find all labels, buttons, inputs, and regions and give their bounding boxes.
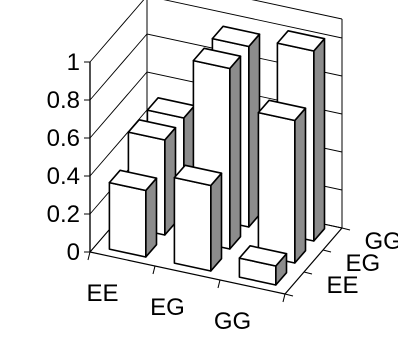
gridline — [89, 0, 343, 63]
z-tick-label: 0 — [67, 239, 80, 266]
bar-side-face — [210, 172, 223, 272]
bar-top-face — [192, 47, 242, 70]
bar-front-face — [173, 176, 212, 272]
bar-top-face — [108, 169, 158, 192]
x-tick-mark — [87, 251, 91, 261]
bar-top-face — [127, 119, 177, 141]
z-tick-label: 0.2 — [47, 201, 80, 228]
bar-top-face — [173, 164, 223, 187]
bar-front-face — [257, 111, 296, 264]
depth-tick-mark — [322, 249, 332, 253]
chart-bars — [108, 25, 326, 286]
bar-top-face — [276, 29, 326, 52]
bar-gg-ee — [238, 245, 288, 286]
depth-category-label: GG — [365, 228, 398, 255]
depth-category-label: EE — [327, 272, 359, 299]
x-tick-mark — [217, 279, 221, 289]
bar-side-face — [145, 177, 158, 258]
bar-side-face — [229, 55, 242, 250]
x-tick-mark — [282, 293, 286, 303]
z-tick-label: 1 — [67, 49, 80, 76]
bar-front-face — [108, 181, 147, 258]
bar-top-face — [238, 245, 288, 267]
depth-category-label: EG — [346, 250, 381, 277]
x-category-label: EG — [150, 294, 185, 321]
z-tick-label: 0.4 — [47, 163, 80, 190]
bar-top-face — [257, 99, 307, 122]
z-tick-label: 0.8 — [47, 87, 80, 114]
bar-top-face — [211, 25, 261, 48]
back-top-edge — [251, 0, 343, 20]
x-category-label: EE — [86, 280, 118, 307]
depth-tick-mark — [303, 271, 313, 275]
z-tick-label: 0.6 — [47, 125, 80, 152]
bar-side-face — [312, 37, 326, 242]
bar-gg-eg — [257, 99, 307, 264]
x-category-label: GG — [214, 308, 251, 335]
depth-tick-mark — [284, 293, 294, 297]
x-tick-mark — [152, 265, 156, 275]
bar-eg-ee — [173, 164, 223, 272]
floor-right-edge — [284, 227, 343, 295]
bar-side-face — [293, 107, 307, 264]
bar-ee-ee — [108, 169, 158, 258]
depth-tick-mark — [341, 227, 351, 231]
